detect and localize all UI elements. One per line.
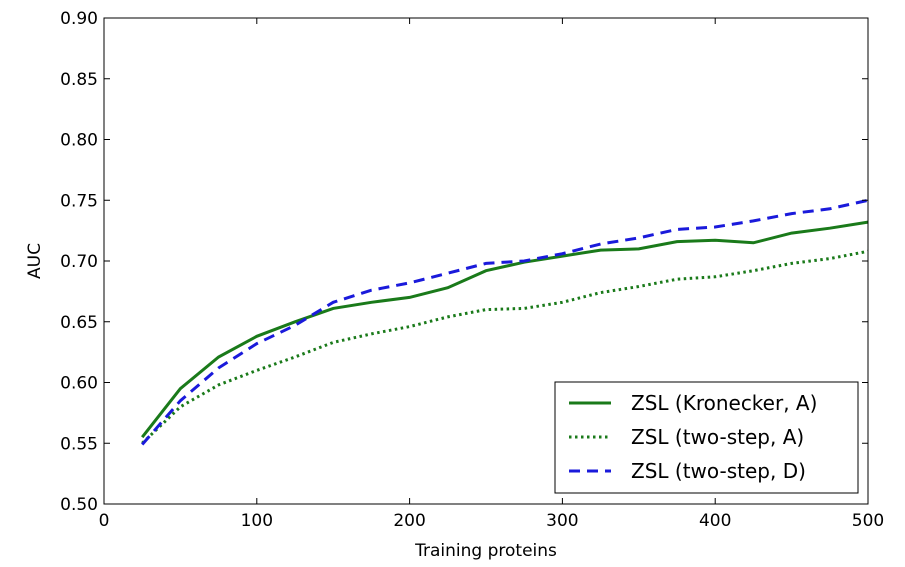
legend-items: ZSL (Kronecker, A) ZSL (two-step, A) ZSL (… [569,391,817,483]
y-tick-label: 0.85 [60,70,98,90]
legend: ZSL (Kronecker, A) ZSL (two-step, A) ZSL (… [554,381,859,494]
x-tick-label: 200 [393,511,425,531]
x-tick-label: 400 [699,511,731,531]
tick-layer: 0 100 200 300 400 500 0.50 0.55 0.60 0.65 0.70 0.75… [60,9,884,531]
x-axis-label: Training proteins [414,541,557,561]
x-tick-label: 0 [99,511,110,531]
legend-label-1: ZSL (Kronecker, A) [631,391,817,415]
legend-label-2: ZSL (two-step, A) [631,425,804,449]
y-tick-label: 0.90 [60,9,98,29]
y-axis-label: AUC [25,243,45,279]
x-tick-label: 300 [546,511,578,531]
series-line-1 [141,220,869,439]
y-tick-label: 0.50 [60,495,98,515]
series-layer [141,198,869,446]
legend-label-3: ZSL (two-step, D) [631,459,806,483]
series-line-2 [141,249,869,445]
y-tick-label: 0.80 [60,131,98,151]
x-tick-label: 500 [852,511,884,531]
x-tick-label: 100 [241,511,273,531]
series-line-3 [141,198,869,446]
y-tick-label: 0.75 [60,191,98,211]
y-tick-label: 0.70 [60,252,98,272]
y-tick-label: 0.60 [60,374,98,394]
y-tick-label: 0.55 [60,434,98,454]
y-tick-label: 0.65 [60,313,98,333]
